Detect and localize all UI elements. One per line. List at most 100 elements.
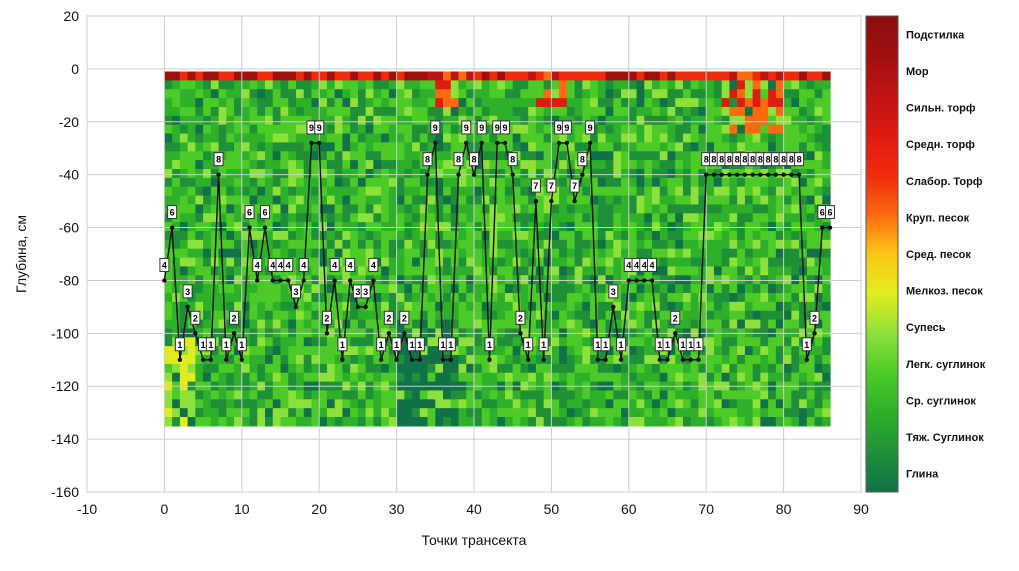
point-label: 8	[797, 155, 802, 165]
heatmap-cell	[218, 372, 227, 383]
heatmap-cell	[729, 230, 738, 241]
heatmap-cell	[226, 399, 235, 409]
heatmap-cell	[388, 80, 398, 90]
heatmap-cell	[257, 284, 266, 294]
heatmap-cell	[234, 390, 243, 400]
heatmap-cell	[822, 133, 831, 144]
heatmap-cell	[172, 222, 181, 232]
heatmap-cell	[412, 399, 421, 409]
heatmap-cell	[814, 346, 823, 356]
heatmap-cell	[350, 248, 359, 259]
heatmap-cell	[768, 319, 777, 330]
heatmap-cell	[334, 89, 344, 99]
heatmap-cell	[280, 346, 289, 356]
x-tick-label: 10	[234, 501, 250, 517]
heatmap-cell	[543, 151, 552, 161]
heatmap-cell	[706, 115, 715, 126]
heatmap-cell	[806, 71, 816, 81]
heatmap-cell	[768, 115, 777, 126]
heatmap-cell	[357, 106, 367, 117]
heatmap-cell	[644, 115, 653, 126]
heatmap-cell	[566, 142, 576, 152]
heatmap-cell	[319, 98, 328, 108]
heatmap-cell	[597, 80, 607, 90]
heatmap-cell	[350, 319, 359, 330]
heatmap-cell	[621, 115, 630, 126]
heatmap-cell	[636, 80, 645, 90]
heatmap-cell	[729, 284, 738, 294]
point-label: 1	[680, 340, 685, 350]
point-label-box	[252, 257, 263, 272]
heatmap-cell	[582, 89, 591, 99]
heatmap-cell	[814, 168, 823, 179]
heatmap-cell	[481, 301, 491, 312]
heatmap-cell	[357, 230, 367, 241]
heatmap-cell	[179, 319, 189, 330]
heatmap-cell	[551, 239, 560, 250]
heatmap-cell	[164, 71, 173, 81]
heatmap-cell	[357, 204, 367, 214]
heatmap-cell	[218, 390, 227, 400]
heatmap-cell	[257, 363, 266, 374]
heatmap-cell	[466, 106, 475, 117]
heatmap-cell	[396, 293, 405, 303]
heatmap-cell	[729, 89, 738, 99]
heatmap-cell	[435, 195, 444, 206]
heatmap-cell	[241, 372, 251, 383]
point-label: 1	[177, 340, 182, 350]
heatmap-cell	[737, 239, 746, 250]
heatmap-cell	[311, 293, 320, 303]
heatmap-cell	[443, 177, 452, 188]
heatmap-cell	[427, 248, 436, 259]
heatmap-cell	[226, 284, 235, 294]
heatmap-cell	[791, 213, 800, 223]
heatmap-cell	[365, 195, 374, 206]
heatmap-cell	[404, 248, 413, 259]
heatmap-cell	[272, 319, 282, 330]
heatmap-cell	[474, 248, 483, 259]
heatmap-cell	[396, 151, 405, 161]
heatmap-cell	[590, 417, 599, 427]
heatmap-cell	[419, 408, 429, 418]
heatmap-cell	[675, 372, 684, 383]
heatmap-cell	[172, 257, 181, 268]
heatmap-cell	[559, 310, 568, 321]
heatmap-cell	[179, 355, 189, 365]
x-tick-label: 60	[621, 501, 637, 517]
heatmap-cell	[682, 213, 692, 223]
heatmap-cell	[636, 213, 645, 223]
heatmap-cell	[249, 337, 258, 347]
heatmap-cell	[675, 160, 684, 170]
heatmap-cell	[551, 133, 560, 144]
point-label: 3	[363, 287, 368, 297]
heatmap-cell	[644, 160, 653, 170]
heatmap-cell	[280, 399, 289, 409]
heatmap-cell	[574, 71, 583, 81]
heatmap-cell	[713, 89, 723, 99]
heatmap-cell	[350, 71, 359, 81]
heatmap-cell	[806, 293, 816, 303]
heatmap-cell	[543, 98, 552, 108]
heatmap-cell	[744, 417, 754, 427]
heatmap-cell	[443, 124, 452, 135]
heatmap-cell	[481, 408, 491, 418]
heatmap-cell	[698, 177, 707, 188]
heatmap-cell	[319, 284, 328, 294]
heatmap-cell	[675, 80, 684, 90]
heatmap-cell	[744, 213, 754, 223]
heatmap-cell	[249, 408, 258, 418]
heatmap-cell	[342, 186, 351, 197]
heatmap-cell	[659, 301, 669, 312]
heatmap-cell	[427, 71, 436, 81]
heatmap-cell	[195, 222, 204, 232]
heatmap-cell	[218, 230, 227, 241]
heatmap-cell	[783, 213, 792, 223]
heatmap-cell	[706, 399, 715, 409]
heatmap-cell	[706, 133, 715, 144]
heatmap-cell	[404, 363, 413, 374]
heatmap-cell	[535, 160, 545, 170]
heatmap-cell	[659, 310, 669, 321]
heatmap-cell	[806, 417, 816, 427]
heatmap-cell	[210, 284, 220, 294]
heatmap-cell	[311, 266, 320, 276]
